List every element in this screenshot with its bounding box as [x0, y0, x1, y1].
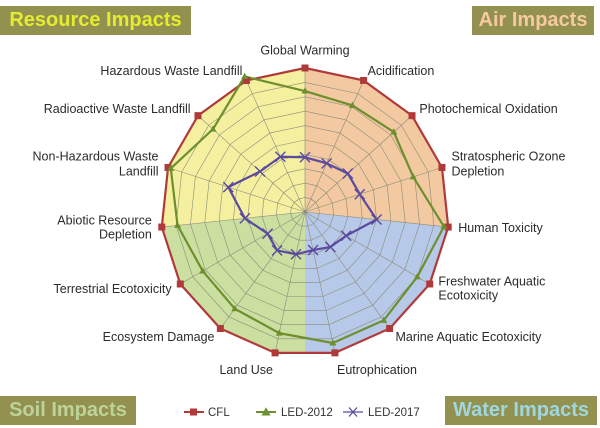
svg-text:CFL: CFL: [208, 407, 230, 419]
svg-text:LED-2017: LED-2017: [368, 407, 420, 419]
svg-text:LED-2012: LED-2012: [281, 407, 333, 419]
